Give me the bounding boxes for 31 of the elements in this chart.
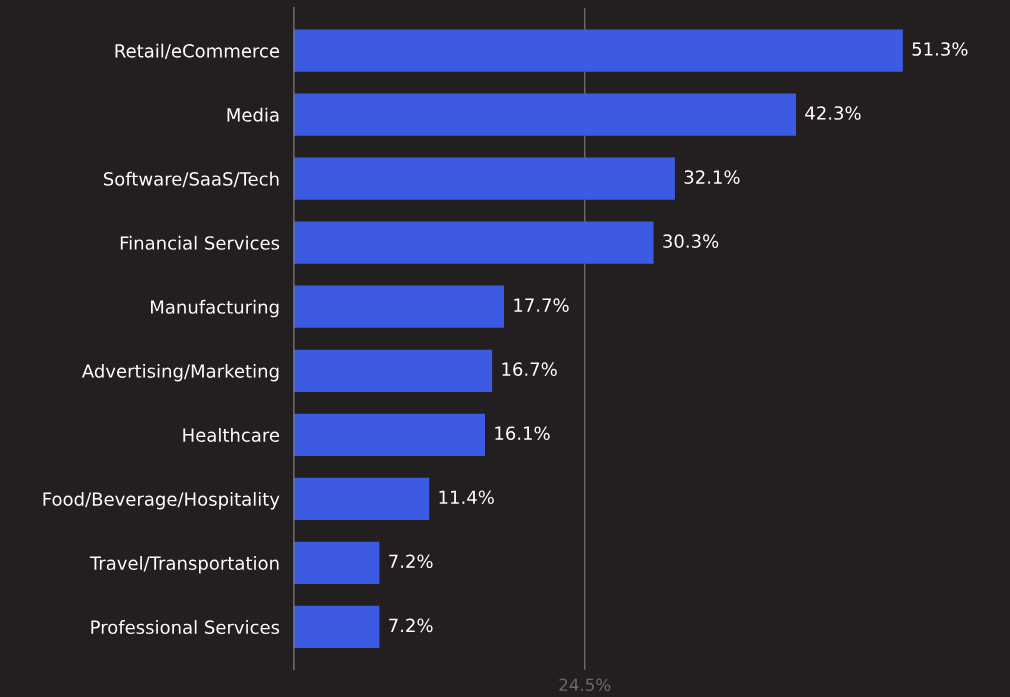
data-label: 32.1%: [684, 170, 740, 184]
bar: [293, 605, 380, 649]
y-tick-label: Media: [227, 107, 279, 122]
bar: [293, 29, 903, 72]
y-tick-label: Food/Beverage/Hospitality: [43, 491, 280, 510]
data-label: 51.3%: [912, 42, 968, 56]
data-label: 16.1%: [495, 426, 550, 441]
y-tick-label: Advertising/Marketing: [81, 363, 279, 382]
y-tick-label: Software/SaaS/Tech: [103, 171, 279, 188]
ref-line-label: 24.5%: [559, 678, 611, 692]
data-label: 7.2%: [389, 618, 433, 633]
data-label: 42.3%: [805, 106, 861, 120]
y-tick-label: Retail/eCommerce: [115, 43, 280, 60]
bar: [293, 93, 796, 136]
y-tick-label: Financial Services: [120, 235, 280, 250]
data-label: 11.4%: [439, 490, 494, 505]
bar: [293, 221, 654, 264]
y-tick-label: Professional Services: [91, 620, 280, 635]
y-tick-label: Travel/Transportation: [89, 556, 279, 574]
data-label: 7.2%: [389, 554, 433, 569]
bar: [293, 477, 430, 520]
data-label: 30.3%: [663, 234, 719, 248]
data-label: 17.7%: [514, 298, 569, 312]
bar: [293, 285, 504, 328]
y-tick-label: Healthcare: [183, 427, 280, 442]
bar: [293, 541, 380, 585]
bar: [293, 349, 493, 392]
bar: [293, 413, 485, 456]
y-tick-label: Manufacturing: [151, 299, 279, 318]
data-label: 16.7%: [502, 362, 557, 376]
bar: [293, 157, 675, 200]
